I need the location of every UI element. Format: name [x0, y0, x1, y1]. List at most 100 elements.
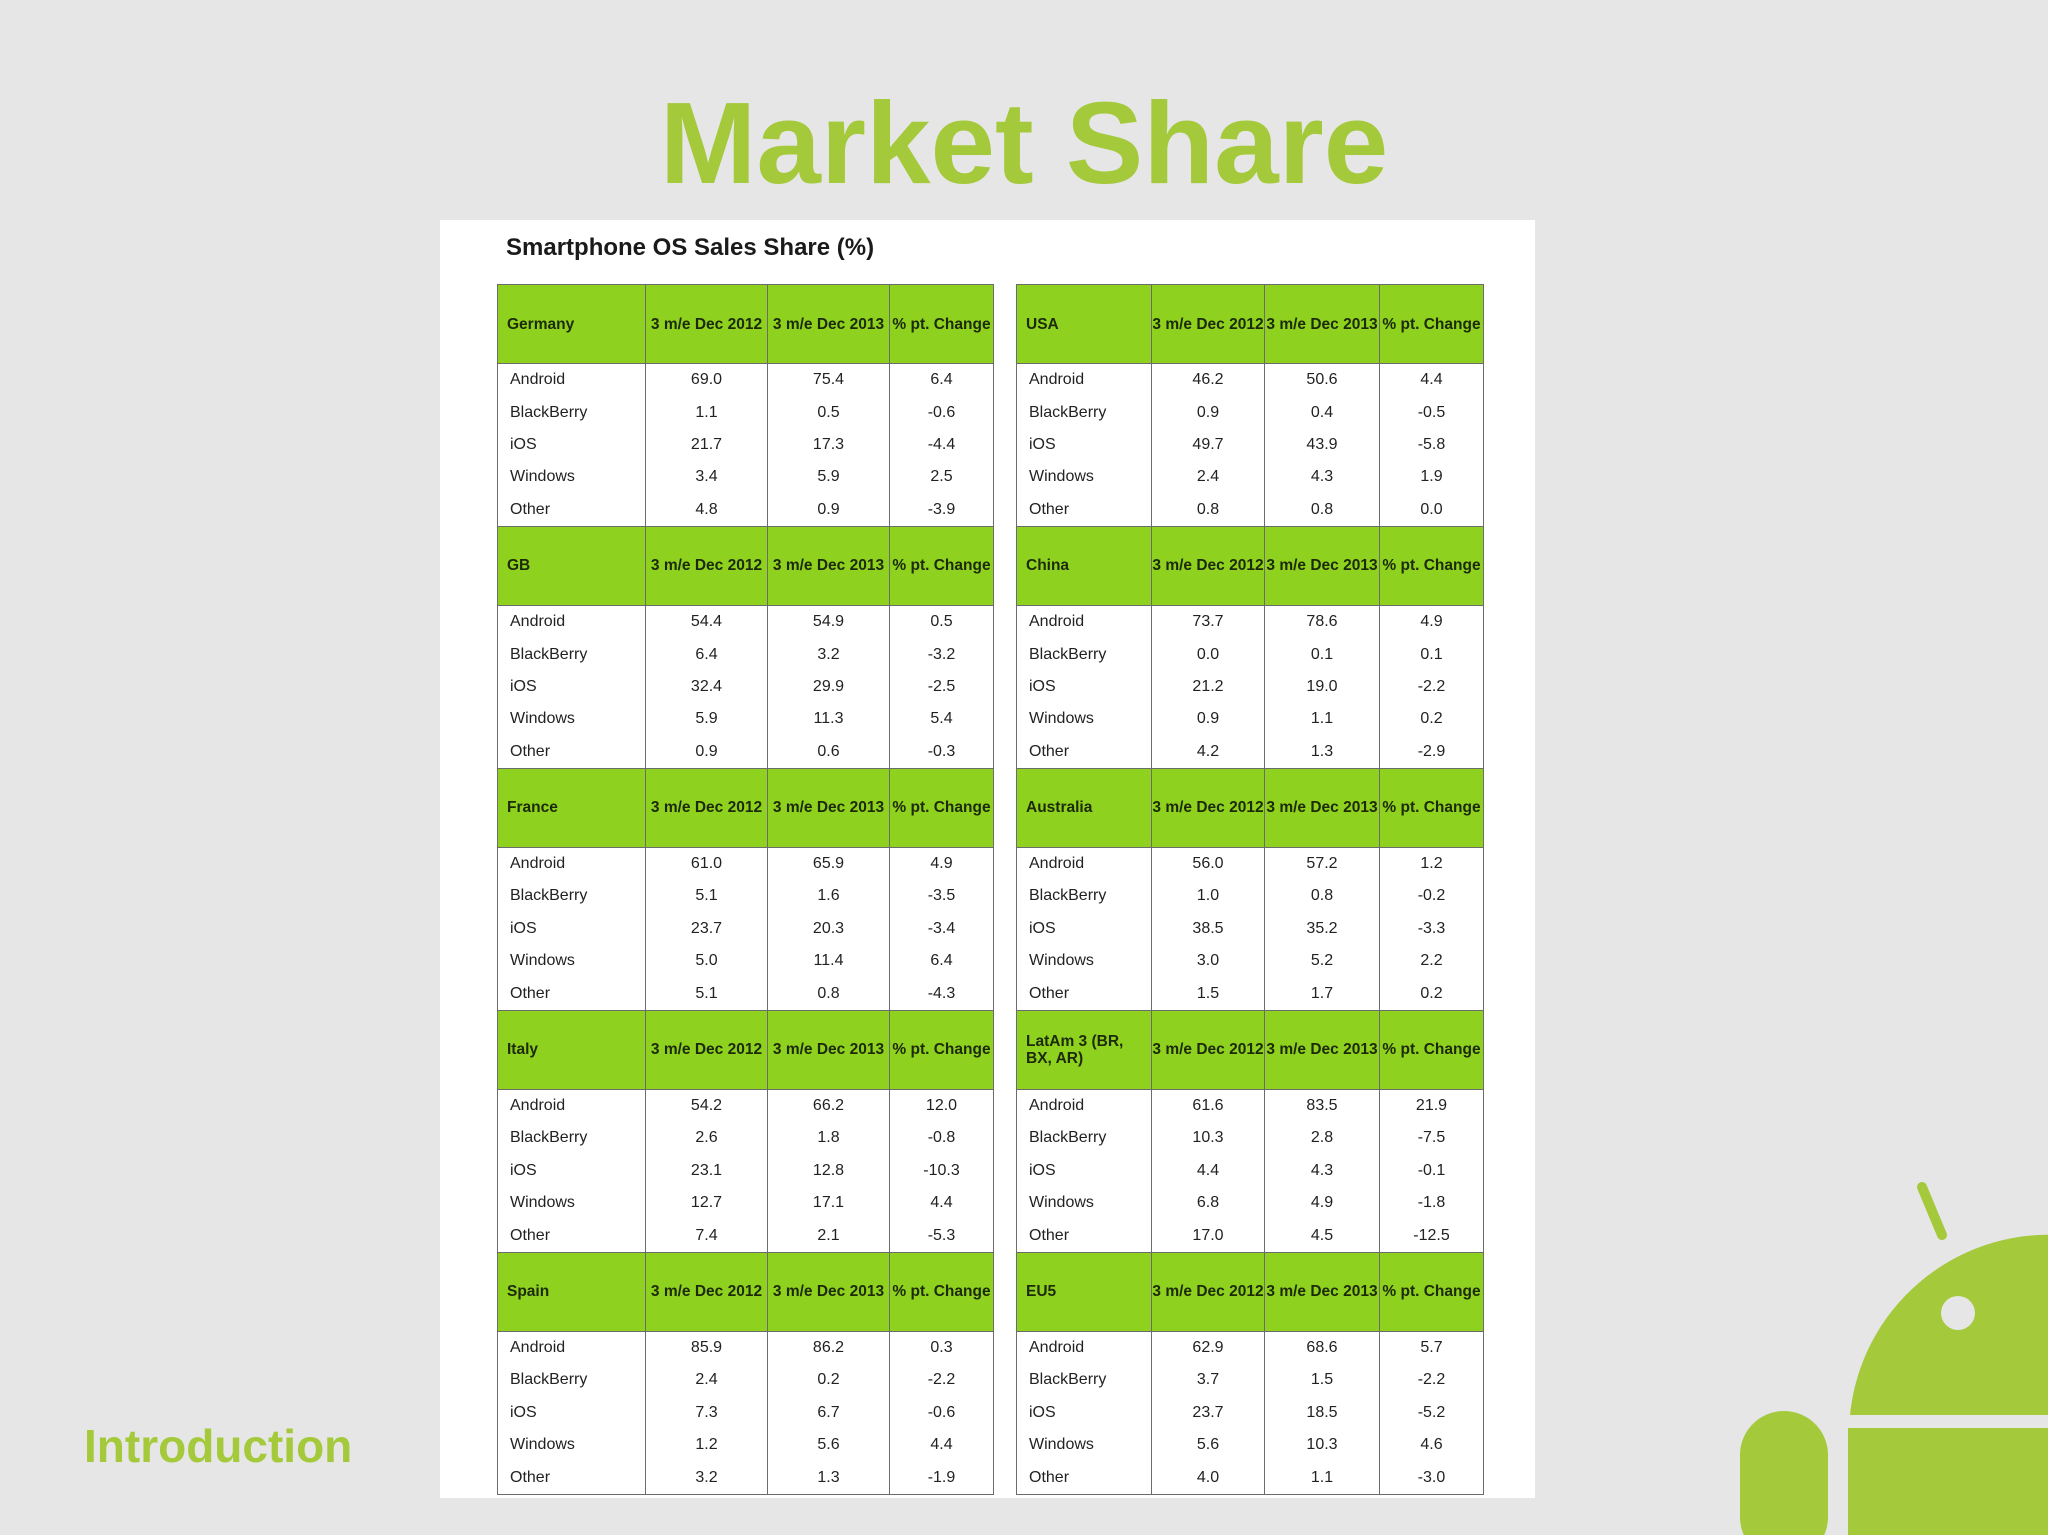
- table-row: Other 0.8 0.8 0.0: [1016, 493, 1484, 527]
- region-name: France: [497, 767, 646, 848]
- os-name: Android: [497, 847, 646, 881]
- table-row: Android 73.7 78.6 4.9: [1016, 605, 1484, 639]
- share-2013: 57.2: [1264, 847, 1380, 881]
- table-row: BlackBerry 5.1 1.6 -3.5: [497, 880, 994, 913]
- os-name: Android: [497, 363, 646, 397]
- table-row: Android 54.4 54.9 0.5: [497, 605, 994, 639]
- pt-change: 4.4: [1379, 363, 1484, 397]
- pt-change: -4.4: [889, 428, 994, 462]
- share-2012: 32.4: [645, 670, 768, 704]
- table-row: Windows 3.4 5.9 2.5: [497, 461, 994, 494]
- region-header-row: USA 3 m/e Dec 2012 3 m/e Dec 2013% pt. Cha…: [1016, 284, 1484, 364]
- region-name: China: [1016, 525, 1152, 606]
- share-2013: 0.5: [767, 396, 890, 429]
- region-name: Australia: [1016, 767, 1152, 848]
- sales-share-panel: Smartphone OS Sales Share (%) Germany 3 m…: [440, 220, 1535, 1498]
- column-header-2012: 3 m/e Dec 2012: [1151, 1251, 1265, 1332]
- table-row: Other 4.0 1.1 -3.0: [1016, 1461, 1484, 1495]
- pt-change: 0.5: [889, 605, 994, 639]
- pt-change: -0.5: [1379, 396, 1484, 429]
- share-2012: 23.7: [645, 912, 768, 946]
- table-row: Windows 12.7 17.1 4.4: [497, 1187, 994, 1220]
- os-name: Android: [1016, 363, 1152, 397]
- share-2013: 0.9: [767, 493, 890, 527]
- os-name: Windows: [1016, 1428, 1152, 1462]
- pt-change: -12.5: [1379, 1219, 1484, 1253]
- table-row: iOS 4.4 4.3 -0.1: [1016, 1154, 1484, 1188]
- pt-change: -0.1: [1379, 1154, 1484, 1188]
- share-2012: 69.0: [645, 363, 768, 397]
- share-2013: 78.6: [1264, 605, 1380, 639]
- column-header-2012: 3 m/e Dec 2012: [1151, 284, 1265, 364]
- share-2013: 1.5: [1264, 1364, 1380, 1397]
- share-2012: 10.3: [1151, 1122, 1265, 1155]
- os-name: BlackBerry: [1016, 638, 1152, 671]
- pt-change: -0.3: [889, 735, 994, 769]
- table-row: BlackBerry 1.1 0.5 -0.6: [497, 396, 994, 429]
- os-name: BlackBerry: [497, 638, 646, 671]
- column-header-2012: 3 m/e Dec 2012: [645, 284, 768, 364]
- share-2013: 0.8: [1264, 880, 1380, 913]
- share-2013: 86.2: [767, 1331, 890, 1365]
- column-header-change: % pt. Change: [889, 767, 994, 848]
- share-2013: 2.8: [1264, 1122, 1380, 1155]
- region-header-row: Australia 3 m/e Dec 2012 3 m/e Dec 2013% p…: [1016, 767, 1484, 848]
- share-2013: 43.9: [1264, 428, 1380, 462]
- share-2013: 0.2: [767, 1364, 890, 1397]
- region-header-row: GB 3 m/e Dec 2012 3 m/e Dec 2013% pt. Chan…: [497, 525, 994, 606]
- table-row: Other 3.2 1.3 -1.9: [497, 1461, 994, 1495]
- table-row: Windows 5.0 11.4 6.4: [497, 945, 994, 978]
- share-2013: 1.7: [1264, 977, 1380, 1011]
- region-name: GB: [497, 525, 646, 606]
- share-2013: 75.4: [767, 363, 890, 397]
- share-2012: 0.8: [1151, 493, 1265, 527]
- os-name: Windows: [1016, 1187, 1152, 1220]
- table-row: Other 1.5 1.7 0.2: [1016, 977, 1484, 1011]
- os-name: BlackBerry: [497, 1364, 646, 1397]
- share-2013: 0.4: [1264, 396, 1380, 429]
- share-2012: 61.0: [645, 847, 768, 881]
- table-row: iOS 23.1 12.8 -10.3: [497, 1154, 994, 1188]
- share-2012: 2.6: [645, 1122, 768, 1155]
- share-2012: 21.2: [1151, 670, 1265, 704]
- share-2012: 54.2: [645, 1089, 768, 1123]
- table-row: BlackBerry 2.4 0.2 -2.2: [497, 1364, 994, 1397]
- pt-change: 4.9: [889, 847, 994, 881]
- pt-change: -0.6: [889, 396, 994, 429]
- os-name: iOS: [497, 912, 646, 946]
- share-2013: 0.6: [767, 735, 890, 769]
- share-2012: 1.1: [645, 396, 768, 429]
- column-header-2013: 3 m/e Dec 2013: [767, 525, 890, 606]
- column-header-2012: 3 m/e Dec 2012: [645, 1251, 768, 1332]
- pt-change: -2.9: [1379, 735, 1484, 769]
- column-header-2013: 3 m/e Dec 2013: [1264, 1251, 1380, 1332]
- os-name: Windows: [497, 1428, 646, 1462]
- share-2012: 7.3: [645, 1396, 768, 1429]
- region-name: Germany: [497, 284, 646, 364]
- table-row: BlackBerry 3.7 1.5 -2.2: [1016, 1364, 1484, 1397]
- table-row: Android 56.0 57.2 1.2: [1016, 847, 1484, 881]
- os-name: Other: [497, 1219, 646, 1253]
- pt-change: 4.9: [1379, 605, 1484, 639]
- table-row: Windows 2.4 4.3 1.9: [1016, 461, 1484, 494]
- os-name: Windows: [1016, 703, 1152, 736]
- share-2013: 18.5: [1264, 1396, 1380, 1429]
- share-2012: 12.7: [645, 1187, 768, 1220]
- os-name: Android: [497, 1089, 646, 1123]
- os-name: iOS: [497, 1396, 646, 1429]
- os-name: Windows: [497, 461, 646, 494]
- share-2012: 4.4: [1151, 1154, 1265, 1188]
- share-2012: 5.9: [645, 703, 768, 736]
- column-header-2013: 3 m/e Dec 2013: [1264, 284, 1380, 364]
- os-name: Other: [497, 493, 646, 527]
- pt-change: 0.2: [1379, 703, 1484, 736]
- os-name: Android: [497, 1331, 646, 1365]
- region-header-row: China 3 m/e Dec 2012 3 m/e Dec 2013% pt. C…: [1016, 525, 1484, 606]
- pt-change: 2.2: [1379, 945, 1484, 978]
- table-row: Android 54.2 66.2 12.0: [497, 1089, 994, 1123]
- share-2012: 1.0: [1151, 880, 1265, 913]
- share-2013: 17.1: [767, 1187, 890, 1220]
- table-row: iOS 7.3 6.7 -0.6: [497, 1396, 994, 1429]
- share-2012: 5.0: [645, 945, 768, 978]
- column-header-2013: 3 m/e Dec 2013: [1264, 1009, 1380, 1090]
